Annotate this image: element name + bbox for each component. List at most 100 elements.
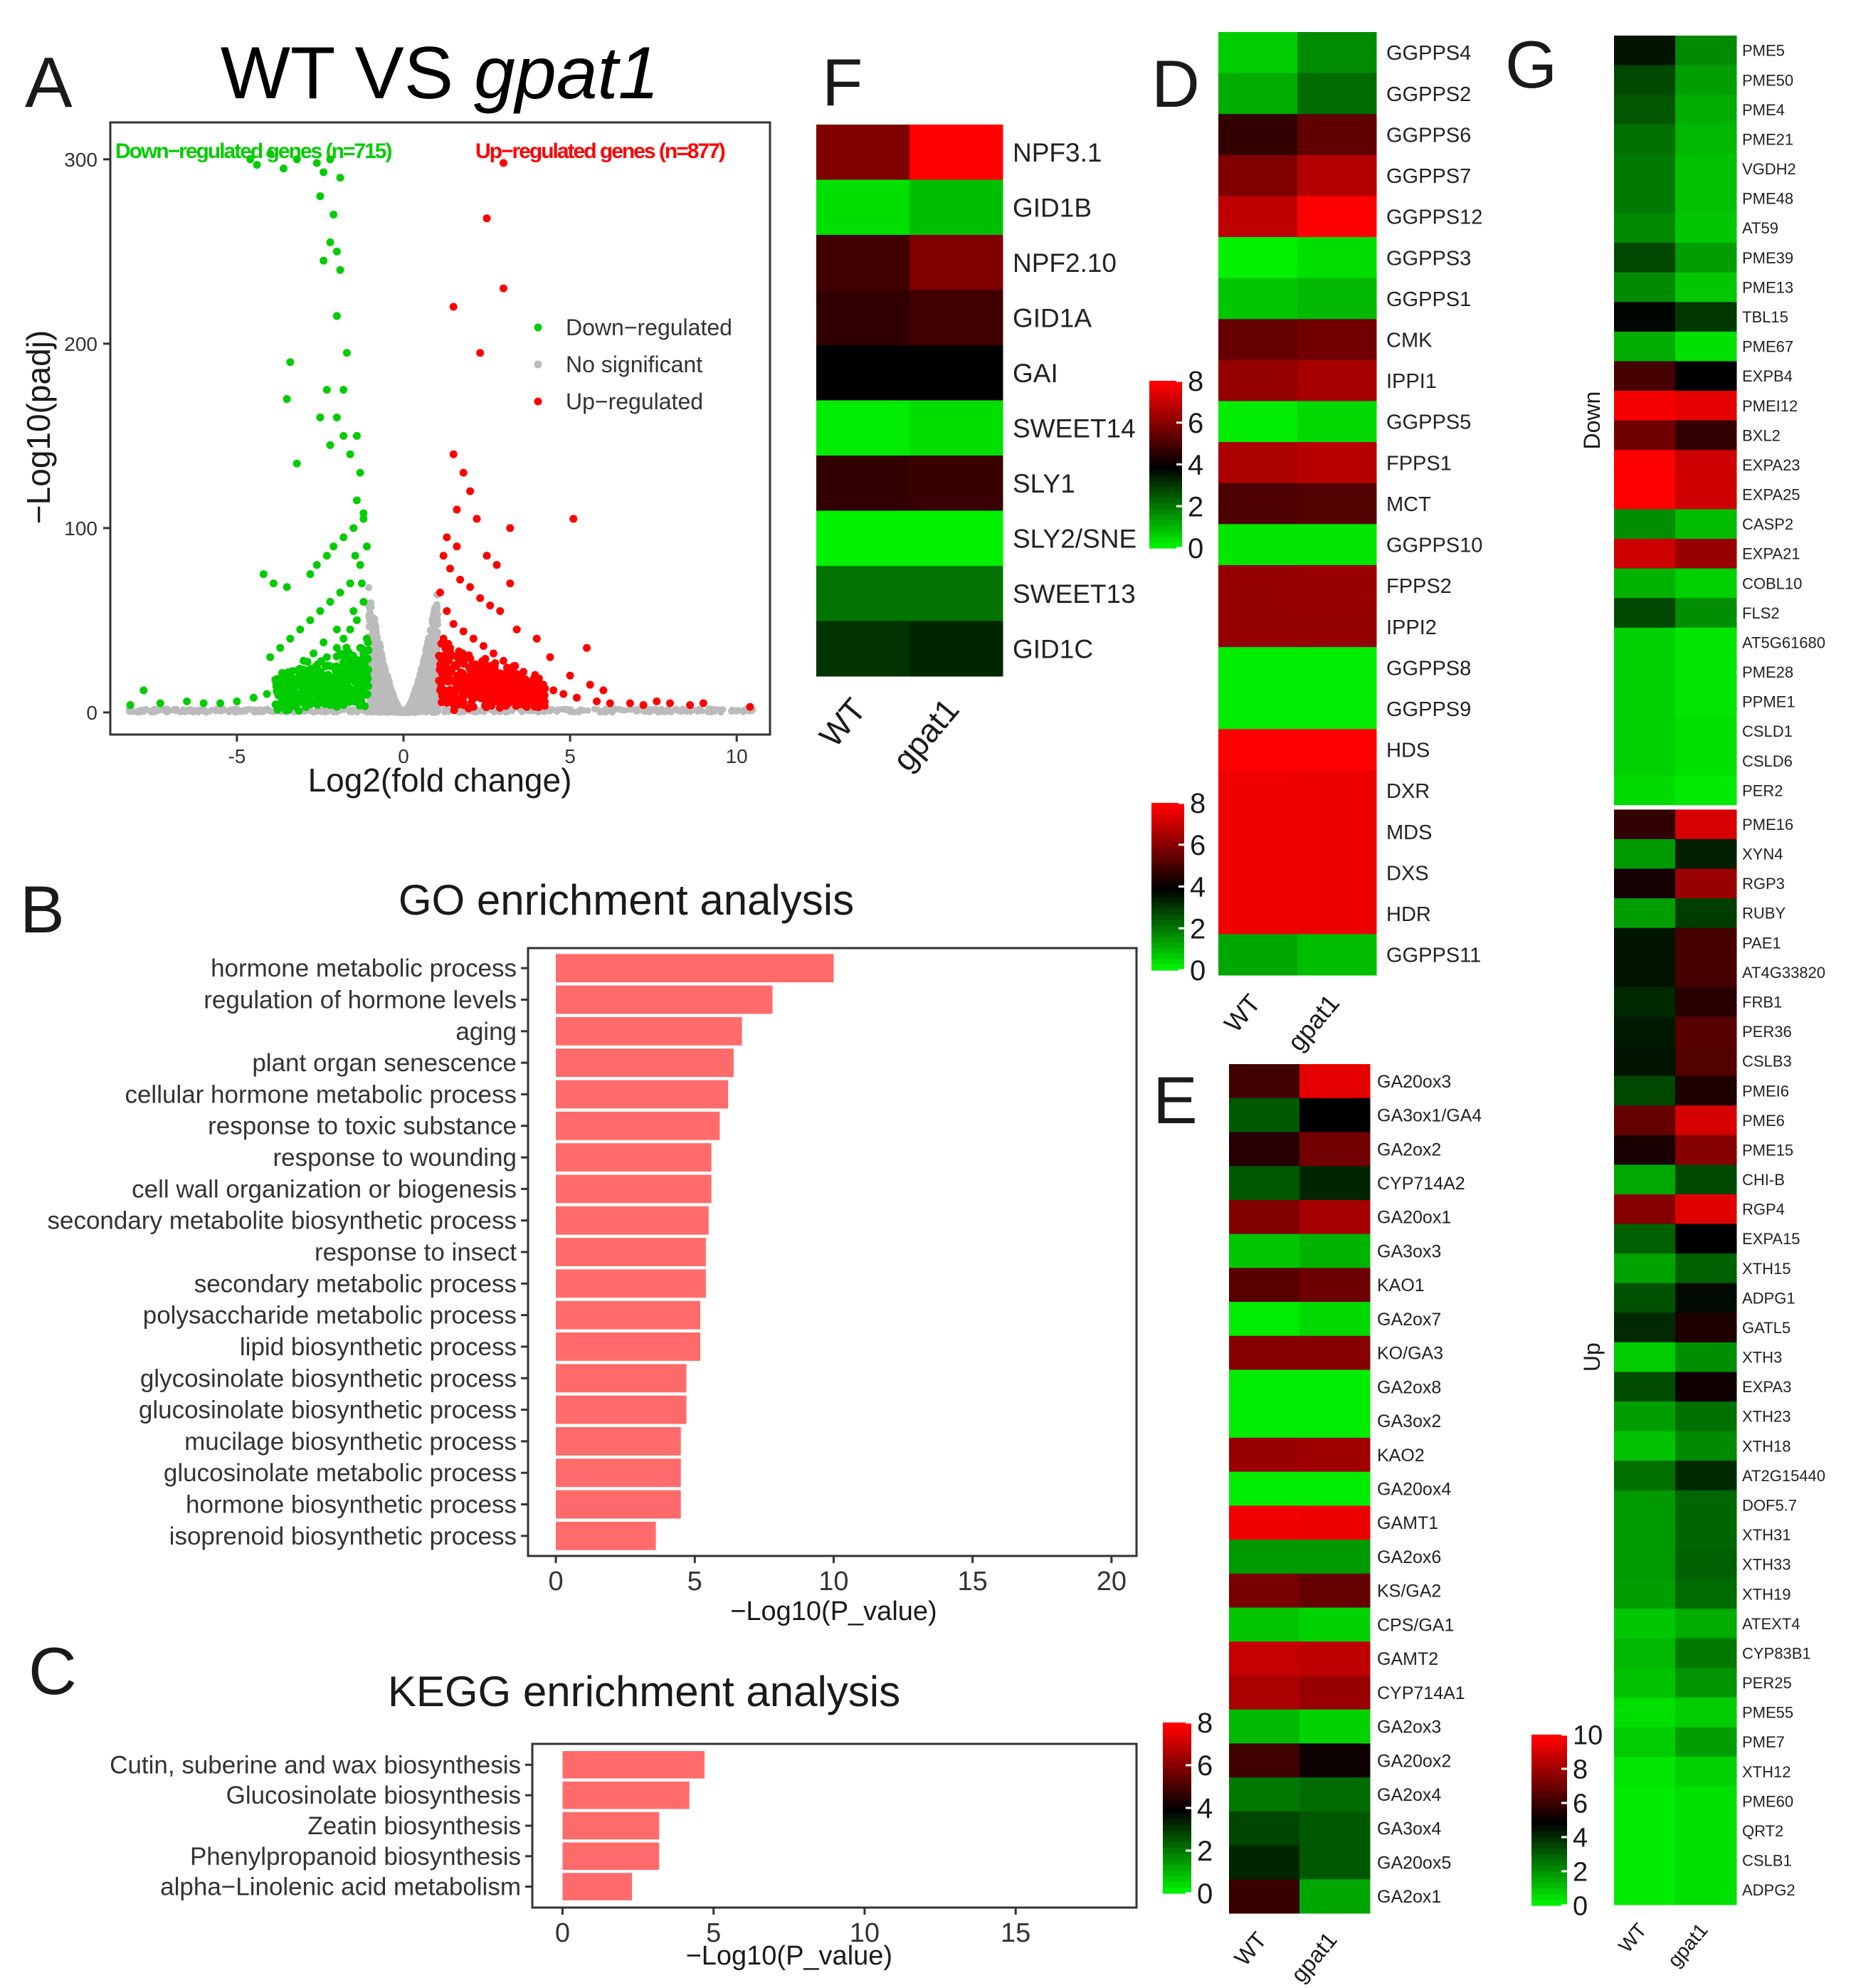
up-point [458, 688, 467, 697]
up-point [593, 697, 601, 705]
ns-point [705, 708, 712, 715]
down-point [307, 700, 315, 708]
bar [556, 1238, 706, 1266]
down-point [351, 552, 359, 560]
heatmap-cell [1675, 538, 1737, 569]
heatmap-cell [1675, 1105, 1737, 1136]
down-point [329, 211, 338, 219]
heatmap-cell [1614, 331, 1676, 362]
legend-gradient-step [1163, 1819, 1191, 1826]
heatmap-cell [1614, 657, 1676, 688]
row-label: PAE1 [1742, 934, 1781, 952]
row-label: PME6 [1742, 1112, 1785, 1130]
up-count-label: Up−regulated genes (n=877) [475, 140, 725, 163]
down-point [310, 649, 318, 658]
legend-gradient-step [1531, 1763, 1567, 1769]
bar [562, 1873, 633, 1900]
row-label: GA3ox4 [1377, 1819, 1441, 1839]
heatmap-cell [1297, 32, 1377, 74]
heatmap-cell [1299, 1098, 1371, 1132]
row-label: AT4G33820 [1742, 964, 1825, 982]
ns-point [422, 651, 430, 658]
row-label: PME16 [1742, 816, 1793, 833]
heatmap-cell [1675, 1875, 1737, 1905]
up-point [499, 159, 507, 167]
heatmap-cell [1614, 627, 1676, 658]
heatmap-cell [1299, 1811, 1371, 1846]
heatmap-cell [1614, 1875, 1676, 1905]
down-point [342, 349, 351, 357]
ns-point [382, 686, 390, 694]
legend-gradient-step [1151, 875, 1184, 882]
up-point [653, 697, 661, 705]
down-point [352, 659, 360, 668]
down-point [285, 705, 293, 714]
ns-point [253, 707, 260, 714]
legend-gradient-step [1149, 464, 1182, 470]
panel-label-b: B [20, 872, 65, 947]
heatmap-cell [1675, 213, 1737, 243]
row-label: GGPPS11 [1386, 945, 1481, 967]
up-point [532, 634, 541, 643]
legend-gradient-step [1149, 525, 1182, 532]
bar [556, 1426, 681, 1456]
category-label: polysaccharide metabolic process [143, 1302, 517, 1330]
row-label: XTH12 [1742, 1763, 1791, 1781]
ns-point [420, 708, 427, 715]
heatmap-cell [1299, 1777, 1371, 1812]
down-point [269, 579, 278, 588]
bar [556, 1332, 701, 1361]
category-label: glucosinolate biosynthetic process [139, 1397, 517, 1424]
down-point [326, 441, 334, 449]
heatmap-cell [909, 179, 1003, 236]
heatmap-cell [1614, 1224, 1676, 1254]
heatmap-cell [1675, 1283, 1737, 1313]
row-label: EXPA23 [1742, 456, 1800, 474]
bar [556, 1490, 681, 1519]
legend-tick-label: 0 [1573, 1891, 1588, 1921]
heatmap-cell [1218, 154, 1298, 196]
heatmap-cell [1675, 898, 1737, 929]
legend-gradient-step [1163, 1723, 1191, 1729]
row-label: DOF5.7 [1742, 1496, 1797, 1514]
row-label: GA20ox3 [1377, 1072, 1451, 1092]
heatmap-cell [1675, 479, 1737, 510]
down-point [283, 583, 291, 591]
legend-gradient-step [1163, 1876, 1191, 1883]
legend-gradient-step [1531, 1792, 1567, 1798]
ns-point [411, 708, 418, 715]
row-label: COBL10 [1742, 574, 1802, 592]
ns-point [226, 708, 233, 715]
ns-point [609, 708, 616, 715]
down-point [313, 660, 322, 668]
legend-entry: No significant [566, 352, 702, 377]
heatmap-cell [1229, 1369, 1300, 1404]
up-point [444, 690, 453, 699]
legend-gradient-step [1151, 937, 1184, 943]
legend-gradient-step [1163, 1842, 1191, 1848]
row-label: XYN4 [1742, 846, 1783, 863]
heatmap-cell [1614, 391, 1676, 421]
heatmap-cell [1675, 809, 1737, 840]
heatmap-cell [1297, 483, 1377, 525]
column-label: WT [1614, 1919, 1651, 1957]
legend-gradient-step [1149, 486, 1182, 493]
legend-gradient-step [1151, 870, 1184, 876]
legend-gradient-step [1163, 1871, 1191, 1877]
legend-tick-label: 6 [1197, 1750, 1213, 1782]
heatmap-cell [816, 179, 910, 236]
row-label: EXPA25 [1742, 486, 1800, 504]
up-point [455, 651, 464, 659]
category-label: lipid biosynthetic process [240, 1333, 517, 1361]
ns-point [419, 685, 427, 693]
legend-gradient-step [1163, 1882, 1191, 1888]
x-tick-label: -5 [228, 745, 246, 767]
heatmap-cell [1299, 1302, 1371, 1337]
heatmap-cell [1297, 359, 1377, 401]
heatmap-cell [1229, 1777, 1300, 1812]
down-point [326, 238, 334, 246]
heatmap-cell [1297, 852, 1377, 894]
ns-point [135, 708, 142, 715]
heatmap-cell [1297, 278, 1377, 320]
legend-gradient-step [1151, 964, 1184, 971]
